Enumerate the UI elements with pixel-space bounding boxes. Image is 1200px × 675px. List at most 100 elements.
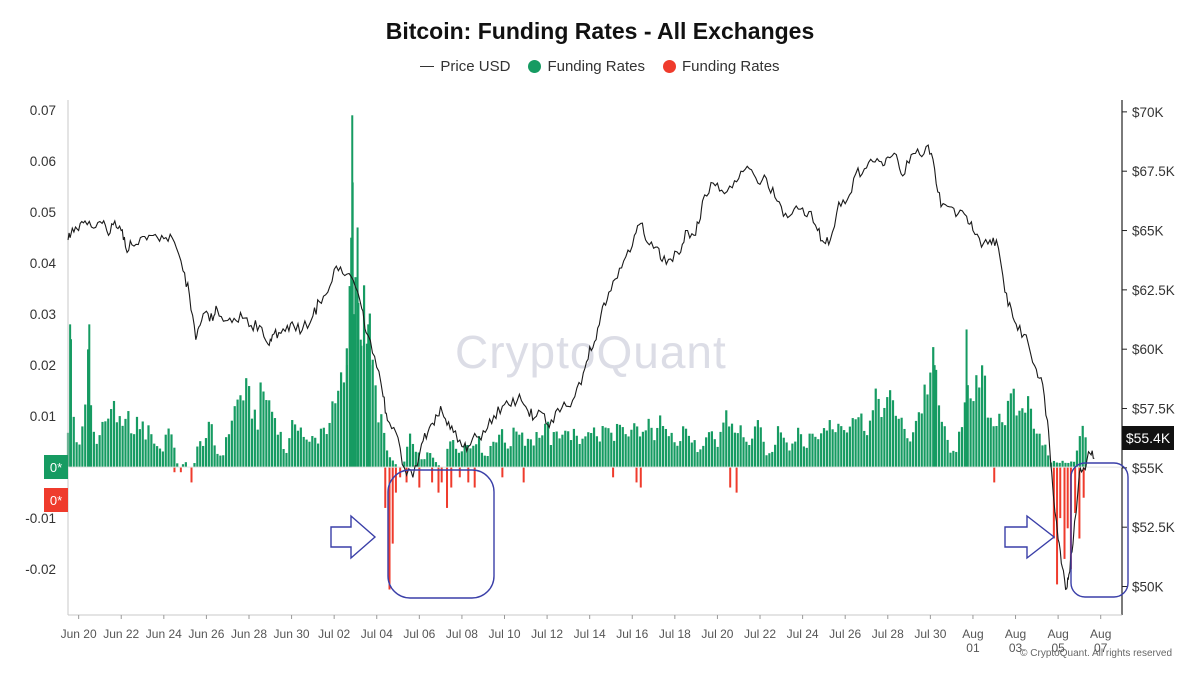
left-tick-label: 0.07	[30, 103, 56, 118]
funding-positive-bar	[955, 451, 958, 468]
chart-title: Bitcoin: Funding Rates - All Exchanges	[385, 18, 815, 44]
funding-positive-bar	[420, 459, 423, 468]
funding-positive-bar	[368, 313, 371, 468]
x-tick-label: Aug	[1090, 627, 1111, 641]
funding-positive-bar	[259, 382, 262, 468]
funding-positive-bar	[753, 426, 757, 468]
funding-positive-bar	[937, 405, 941, 468]
funding-positive-spike	[965, 329, 968, 468]
funding-positive-bar	[406, 446, 409, 468]
funding-positive-bar	[101, 421, 104, 468]
funding-positive-spike	[362, 314, 365, 468]
funding-positive-bar	[610, 432, 613, 468]
legend-item-funding-positive[interactable]: Funding Rates	[528, 58, 645, 75]
funding-positive-bar	[311, 436, 314, 468]
funding-positive-spike	[351, 115, 354, 468]
funding-positive-bar	[647, 418, 650, 468]
funding-positive-bar	[805, 447, 808, 468]
funding-positive-bar	[276, 434, 279, 468]
copyright-notice: © CryptoQuant. All rights reserved	[1020, 648, 1172, 659]
funding-positive-bar	[380, 414, 383, 468]
funding-positive-bar	[124, 418, 127, 468]
right-tick-label: $67.5K	[1132, 164, 1175, 179]
funding-positive-bar	[745, 441, 748, 468]
x-tick-label: Jul 06	[403, 627, 435, 641]
funding-positive-bar	[489, 445, 492, 468]
funding-positive-spike	[88, 324, 91, 468]
funding-positive-spike	[367, 324, 370, 468]
x-tick-label: Jun 26	[188, 627, 224, 641]
funding-positive-bar	[222, 455, 225, 468]
x-tick-label: Aug	[1005, 627, 1026, 641]
funding-positive-bar	[917, 412, 920, 468]
funding-positive-bar	[1081, 425, 1084, 468]
right-tick-label: $50K	[1132, 580, 1164, 595]
funding-positive-bar	[339, 372, 343, 468]
funding-positive-bar	[561, 434, 564, 468]
right-tick-label: $70K	[1132, 105, 1164, 120]
funding-positive-bar	[1001, 422, 1004, 468]
funding-negative-bar	[735, 467, 738, 493]
funding-positive-bar	[452, 440, 455, 468]
funding-positive-bar	[1026, 396, 1030, 468]
funding-negative-bar	[1063, 467, 1066, 559]
funding-positive-bar	[130, 433, 133, 468]
funding-positive-bar	[820, 433, 823, 468]
funding-positive-bar	[92, 431, 95, 468]
funding-positive-bar	[909, 441, 912, 468]
funding-positive-bar	[903, 428, 906, 468]
legend-item-price[interactable]: Price USD	[420, 58, 510, 75]
funding-positive-bar	[575, 435, 578, 468]
funding-positive-bar	[1009, 393, 1012, 468]
funding-positive-bar	[702, 445, 705, 468]
funding-positive-bar	[1075, 450, 1079, 468]
funding-positive-bar	[986, 417, 989, 468]
funding-negative-bar	[612, 467, 615, 478]
left-tick-label: -0.01	[25, 511, 56, 526]
funding-positive-bar	[972, 401, 975, 468]
funding-positive-bar	[213, 445, 216, 468]
funding-positive-bar	[607, 428, 610, 468]
x-tick-label-line2: 05	[1051, 641, 1065, 655]
funding-positive-bar	[167, 428, 170, 468]
x-tick-label: Aug	[1047, 627, 1068, 641]
funding-positive-bar	[889, 390, 892, 468]
funding-positive-bar	[679, 441, 682, 468]
left-tick-label: 0.03	[30, 307, 56, 322]
funding-positive-bar	[661, 426, 665, 468]
x-tick-label: Jun 30	[274, 627, 310, 641]
legend-label-price: Price USD	[440, 58, 511, 75]
left-tick-label: -0.02	[25, 562, 56, 577]
funding-positive-bar	[768, 453, 771, 468]
left-tick-label: 0.01	[30, 409, 56, 424]
funding-positive-bar	[541, 435, 544, 468]
funding-positive-bar	[989, 417, 992, 468]
funding-positive-bar	[498, 434, 501, 468]
funding-positive-bar	[107, 418, 110, 468]
funding-positive-bar	[230, 420, 233, 468]
funding-positive-bar	[851, 418, 854, 468]
funding-positive-bar	[509, 446, 512, 468]
x-tick-label: Jul 24	[787, 627, 819, 641]
funding-positive-bar	[564, 430, 567, 468]
funding-positive-bar	[515, 431, 518, 468]
funding-positive-bar	[291, 420, 294, 468]
funding-positive-bar	[567, 431, 570, 468]
funding-negative-bar	[173, 467, 176, 473]
funding-positive-spike	[69, 324, 72, 468]
legend-item-funding-negative[interactable]: Funding Rates	[663, 58, 780, 75]
x-tick-label-line2: 03	[1009, 641, 1023, 655]
funding-positive-bar	[978, 387, 981, 468]
funding-positive-bar	[690, 442, 693, 468]
funding-positive-bar	[659, 415, 662, 468]
funding-positive-bar	[477, 436, 481, 468]
funding-negative-bar	[473, 467, 476, 488]
funding-positive-bar	[834, 432, 837, 468]
funding-positive-bar	[940, 421, 943, 468]
funding-positive-bar	[802, 446, 805, 468]
funding-positive-spike	[345, 365, 348, 468]
funding-positive-bar	[403, 461, 406, 468]
funding-positive-bar	[173, 447, 176, 468]
funding-positive-bar	[992, 426, 995, 468]
funding-positive-bar	[118, 416, 121, 468]
